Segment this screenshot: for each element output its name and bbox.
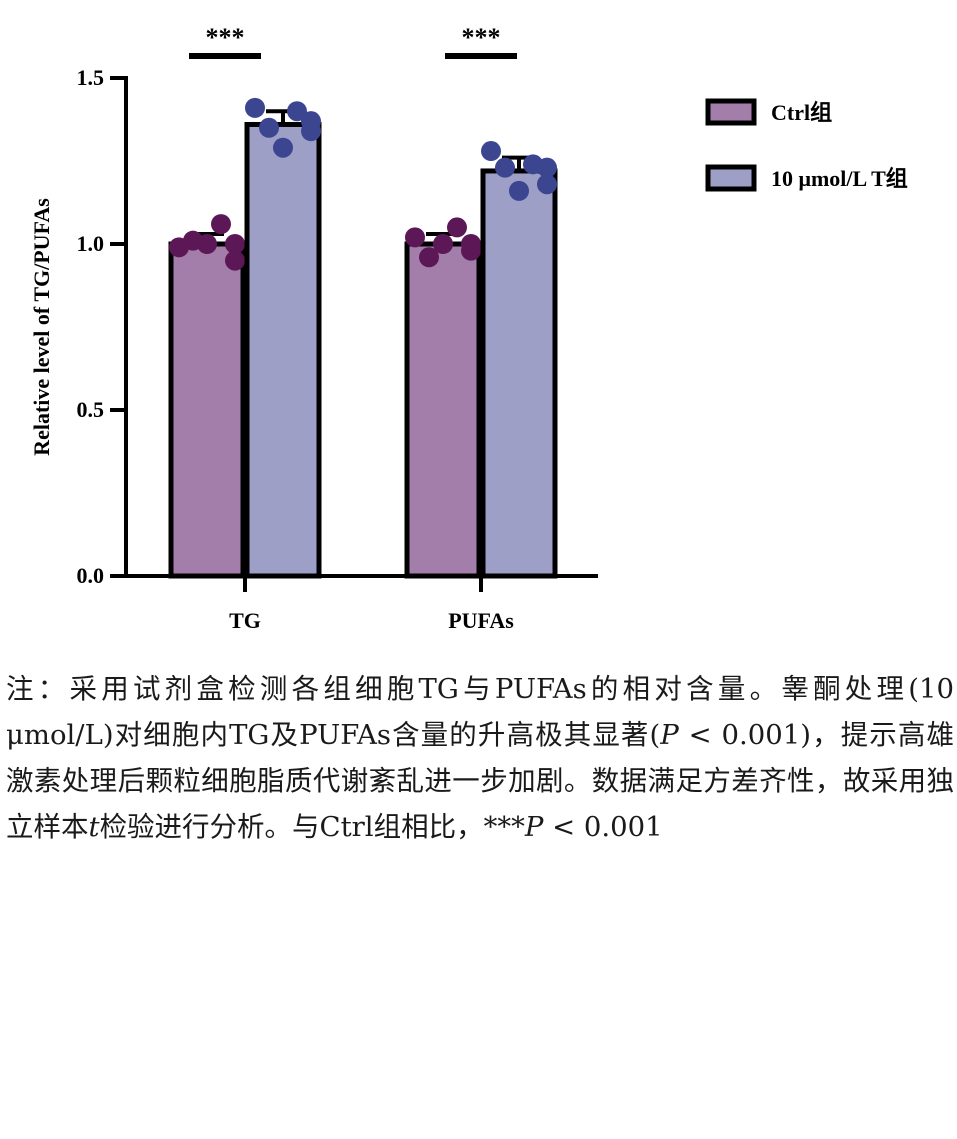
note-middle-1: < 0.001)，提示高雄激素处理后颗粒细胞脂质代谢紊乱进一步加剧。数据满足方差… bbox=[6, 719, 955, 843]
note-middle-2: 检验进行分析。与Ctrl组相比，*** bbox=[99, 811, 525, 843]
bar bbox=[404, 241, 482, 579]
data-point bbox=[197, 234, 217, 254]
data-point bbox=[225, 250, 245, 271]
legend-label: Ctrl组 bbox=[771, 100, 832, 125]
y-tick-label: 1.5 bbox=[77, 65, 105, 90]
y-tick-label: 0.0 bbox=[77, 563, 105, 588]
significance-label: *** bbox=[462, 23, 501, 52]
note-t-symbol: t bbox=[88, 811, 100, 843]
data-point bbox=[461, 234, 481, 254]
data-point bbox=[433, 234, 453, 254]
plot-area: 0.0 0.5 1.0 1.5 TG PUFAs *** *** Ctrl组 10 μmol/L … bbox=[77, 23, 908, 633]
data-point bbox=[301, 111, 321, 132]
data-point bbox=[405, 227, 425, 248]
bar bbox=[480, 168, 558, 579]
legend-label: 10 μmol/L T组 bbox=[771, 166, 908, 191]
data-point bbox=[273, 137, 293, 158]
legend-swatch bbox=[705, 164, 757, 192]
figure-note: 注：采用试剂盒检测各组细胞TG与PUFAs的相对含量。睾酮处理(10 μmol/… bbox=[6, 666, 954, 850]
bar-chart: 0.0 0.5 1.0 1.5 TG PUFAs *** *** Ctrl组 10 μmol/L … bbox=[29, 23, 908, 633]
data-point bbox=[225, 234, 245, 254]
data-point bbox=[537, 174, 557, 195]
bar bbox=[244, 121, 322, 579]
data-point bbox=[537, 157, 557, 178]
x-tick-label: TG bbox=[229, 608, 261, 633]
data-point bbox=[287, 101, 307, 122]
note-prefix: 注：采用试剂盒检测各组细胞TG与PUFAs的相对含量。睾酮处理(10 μmol/… bbox=[6, 673, 954, 751]
bar bbox=[168, 241, 246, 579]
y-tick-label: 1.0 bbox=[77, 231, 105, 256]
y-tick-label: 0.5 bbox=[77, 397, 105, 422]
data-point bbox=[447, 217, 467, 238]
y-axis-label: Relative level of TG/PUFAs bbox=[29, 198, 54, 456]
data-point bbox=[259, 117, 279, 138]
data-point bbox=[495, 157, 515, 178]
significance-label: *** bbox=[206, 23, 245, 52]
data-point bbox=[481, 141, 501, 162]
note-suffix: < 0.001 bbox=[543, 811, 663, 843]
data-point bbox=[211, 214, 231, 235]
x-tick-label: PUFAs bbox=[448, 608, 514, 633]
legend-swatch bbox=[705, 98, 757, 126]
data-point bbox=[245, 97, 265, 118]
note-p-symbol: P bbox=[660, 719, 679, 751]
data-point bbox=[509, 180, 529, 201]
note-p-symbol-2: P bbox=[524, 811, 544, 843]
data-point bbox=[419, 247, 439, 268]
